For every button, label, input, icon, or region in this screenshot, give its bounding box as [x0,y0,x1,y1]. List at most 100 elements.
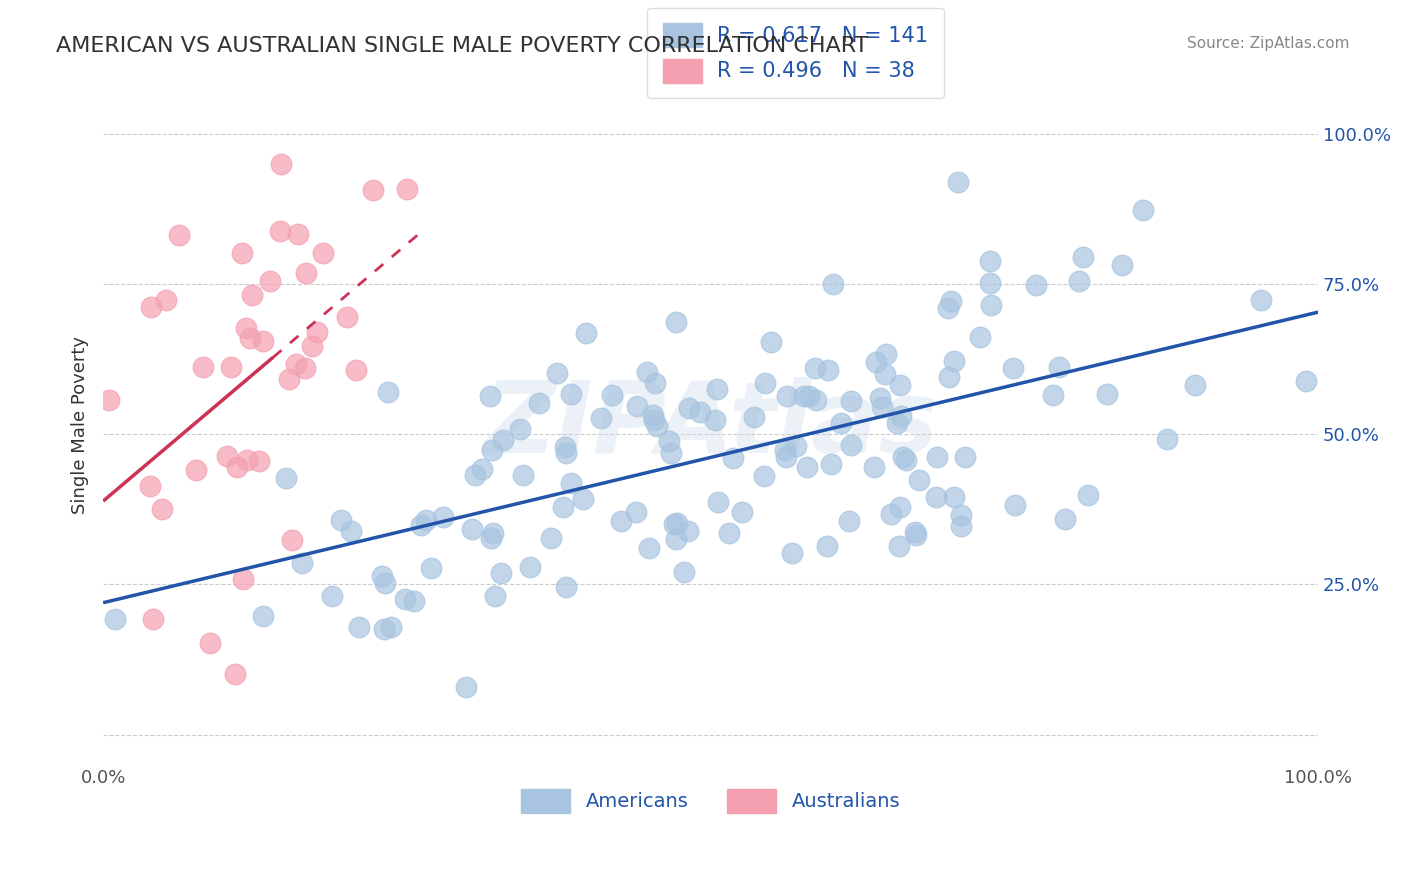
Point [707,495,730,509]
Point [301,339,323,353]
Point [742,409,765,424]
Point [371,569,394,583]
Point [374,576,396,591]
Point [1002,360,1025,375]
Point [589,411,612,425]
Point [706,382,728,396]
Point [287,227,309,242]
Point [139,300,162,314]
Legend: Americans, Australians: Americans, Australians [512,780,910,822]
Point [936,301,959,315]
Point [236,452,259,467]
Point [980,298,1002,312]
Point [184,463,207,477]
Point [830,416,852,430]
Point [839,393,862,408]
Point [704,413,727,427]
Point [373,622,395,636]
Point [512,467,534,482]
Point [839,438,862,452]
Point [232,572,254,586]
Point [979,277,1001,291]
Point [571,492,593,507]
Point [891,450,914,465]
Point [554,440,576,454]
Point [1004,498,1026,512]
Point [380,619,402,633]
Point [155,293,177,307]
Point [311,246,333,260]
Point [689,405,711,419]
Point [191,359,214,374]
Point [221,360,243,375]
Text: ZIPAtlas: ZIPAtlas [484,377,938,474]
Point [527,395,550,409]
Point [481,442,503,457]
Point [880,508,903,522]
Point [806,392,828,407]
Point [886,416,908,430]
Point [1073,250,1095,264]
Point [142,611,165,625]
Point [361,182,384,196]
Point [404,594,426,608]
Text: Source: ZipAtlas.com: Source: ZipAtlas.com [1187,36,1350,51]
Point [776,389,799,403]
Point [796,459,818,474]
Point [754,376,776,390]
Point [1067,274,1090,288]
Point [167,227,190,242]
Point [793,389,815,403]
Point [492,433,515,447]
Point [509,422,531,436]
Point [294,360,316,375]
Point [277,372,299,386]
Point [875,367,897,381]
Point [1184,378,1206,392]
Point [889,539,911,553]
Point [560,476,582,491]
Point [395,181,418,195]
Point [270,157,292,171]
Point [666,516,689,530]
Point [637,541,659,556]
Point [626,399,648,413]
Point [1132,203,1154,218]
Point [773,443,796,458]
Point [339,524,361,538]
Point [560,386,582,401]
Point [863,459,886,474]
Point [235,321,257,335]
Point [252,608,274,623]
Y-axis label: Single Male Poverty: Single Male Poverty [72,336,89,515]
Point [624,505,647,519]
Point [224,667,246,681]
Point [889,377,911,392]
Point [305,325,328,339]
Point [925,450,948,464]
Point [198,635,221,649]
Point [659,446,682,460]
Point [890,409,912,423]
Point [215,450,238,464]
Point [554,580,576,594]
Point [600,388,623,402]
Point [636,365,658,379]
Point [1047,359,1070,374]
Point [1250,293,1272,307]
Point [330,513,353,527]
Point [908,473,931,487]
Point [1095,387,1118,401]
Point [949,519,972,533]
Point [943,354,966,368]
Point [484,589,506,603]
Point [377,384,399,399]
Point [1025,277,1047,292]
Point [546,366,568,380]
Point [775,450,797,464]
Point [554,446,576,460]
Point [1042,388,1064,402]
Point [347,620,370,634]
Point [645,419,668,434]
Point [478,389,501,403]
